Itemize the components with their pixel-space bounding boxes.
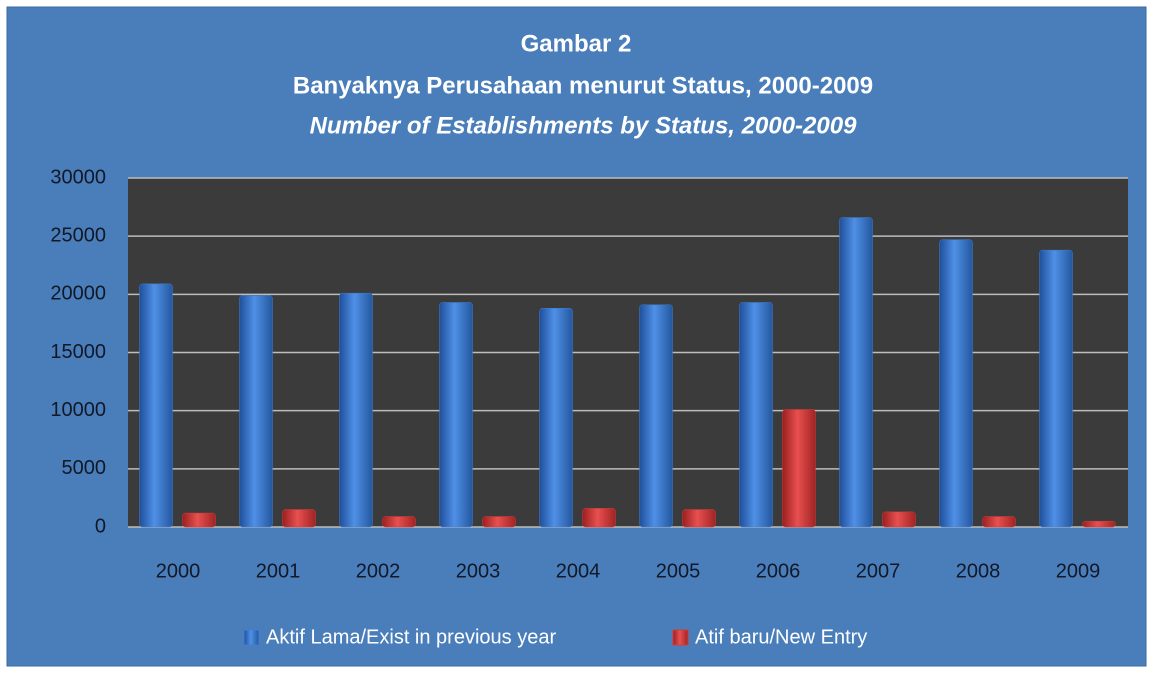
bar <box>1082 520 1116 528</box>
bar <box>982 516 1016 528</box>
bar <box>239 295 273 528</box>
bar <box>1039 249 1073 528</box>
bar <box>382 516 416 528</box>
y-tick-label: 0 <box>95 515 106 537</box>
x-tick-label: 2001 <box>256 560 301 582</box>
x-tick-label: 2005 <box>656 560 701 582</box>
bar <box>882 511 916 528</box>
x-tick-label: 2007 <box>856 560 901 582</box>
legend-marker <box>243 629 260 646</box>
bar <box>439 302 473 528</box>
chart-title: Banyaknya Perusahaan menurut Status, 200… <box>293 72 873 99</box>
x-tick-label: 2002 <box>356 560 401 582</box>
y-tick-label: 25000 <box>50 224 106 246</box>
legend-label: Atif baru/New Entry <box>695 626 867 648</box>
y-tick-label: 20000 <box>50 283 106 305</box>
chart-title: Gambar 2 <box>521 30 632 57</box>
bar <box>482 516 516 528</box>
bar <box>739 302 773 528</box>
legend-marker <box>672 629 689 646</box>
y-tick-label: 30000 <box>50 166 106 188</box>
bar <box>939 239 973 528</box>
x-tick-label: 2008 <box>956 560 1001 582</box>
bar <box>639 304 673 528</box>
x-tick-label: 2003 <box>456 560 501 582</box>
bar <box>282 509 316 528</box>
x-tick-label: 2000 <box>156 560 201 582</box>
bar <box>582 508 616 528</box>
bar <box>539 308 573 528</box>
y-tick-label: 15000 <box>50 341 106 363</box>
chart-subtitle: Number of Establishments by Status, 2000… <box>310 112 858 139</box>
x-tick-label: 2004 <box>556 560 601 582</box>
legend-label: Aktif Lama/Exist in previous year <box>266 626 556 648</box>
bar <box>339 292 373 528</box>
y-tick-label: 10000 <box>50 399 106 421</box>
bar <box>182 512 216 528</box>
x-tick-label: 2006 <box>756 560 801 582</box>
x-tick-label: 2009 <box>1056 560 1101 582</box>
bar <box>782 409 816 528</box>
bar <box>839 217 873 528</box>
bar <box>139 283 173 528</box>
y-tick-label: 5000 <box>62 457 107 479</box>
bar <box>682 509 716 528</box>
